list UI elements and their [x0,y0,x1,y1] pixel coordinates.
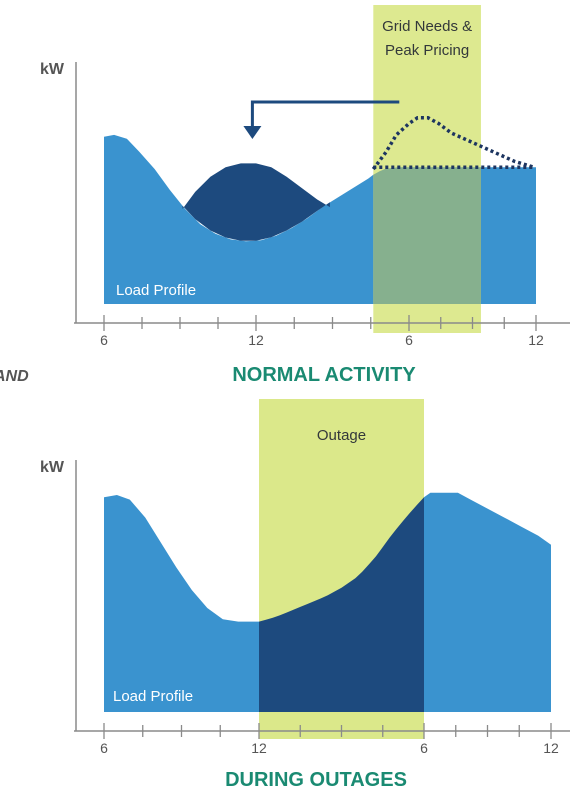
x-tick-label: 12 [248,332,264,348]
x-tick-label: 12 [251,740,267,756]
series-label-load-profile: Load Profile [113,688,193,705]
avoided-peak-outline [371,116,535,171]
chart-panel-1: Grid Needs & Peak Pricing Load Profile kW 6 1… [40,5,570,386]
x-tick-label: 12 [528,332,544,348]
band-label-line: Peak Pricing [385,42,469,59]
outage-load-area [259,497,424,712]
x-tick-label: 6 [405,332,413,348]
band-label-line: Grid Needs & [382,18,472,35]
chart-title: DURING OUTAGES [225,769,407,789]
y-axis-label: kW [40,61,65,78]
x-tick-label: 6 [100,332,108,348]
series-area-shifted-load [182,163,330,241]
shift-arrow [250,100,400,128]
band-load-overlap [373,167,481,304]
x-tick-label: 6 [100,740,108,756]
chart-panel-2: Outage Load Profile kW 6 12 6 12 DURING OUTAGES [40,399,570,791]
series-label-load-profile: Load Profile [116,282,196,299]
shift-arrow-head [243,126,262,139]
x-tick-label: 12 [543,740,559,756]
chart-title: NORMAL ACTIVITY [232,364,416,386]
band-label-line: Outage [317,427,366,444]
cropped-text-fragment: AND [0,368,29,385]
y-axis-label: kW [40,459,65,476]
x-tick-label: 6 [420,740,428,756]
